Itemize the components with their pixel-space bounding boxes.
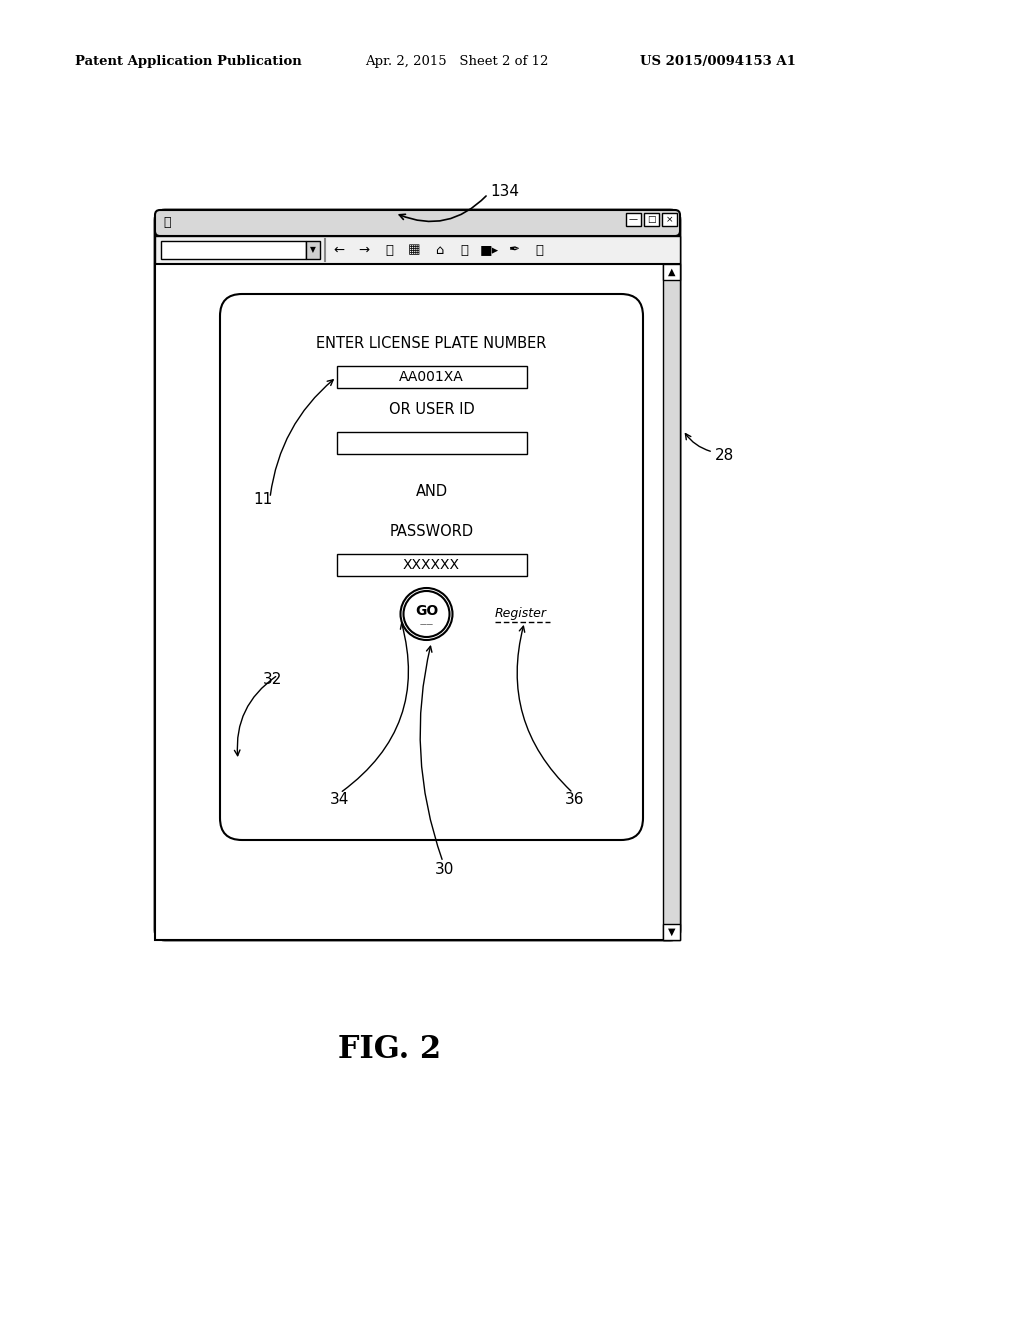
Text: ×: × — [666, 215, 673, 224]
Text: ←: ← — [334, 243, 344, 256]
Circle shape — [400, 587, 453, 640]
FancyBboxPatch shape — [220, 294, 643, 840]
Text: Apr. 2, 2015   Sheet 2 of 12: Apr. 2, 2015 Sheet 2 of 12 — [365, 55, 549, 69]
Bar — [155, 264, 680, 940]
Text: OR USER ID: OR USER ID — [389, 403, 474, 417]
Text: Register: Register — [495, 607, 547, 620]
Text: Ⓠ: Ⓠ — [460, 243, 468, 256]
Text: □: □ — [647, 215, 655, 224]
FancyBboxPatch shape — [155, 210, 680, 236]
Bar — [663, 924, 680, 940]
Bar — [337, 432, 526, 454]
Text: 134: 134 — [490, 185, 519, 199]
Bar — [161, 242, 306, 259]
Text: AA001XA: AA001XA — [399, 370, 464, 384]
Text: ■▸: ■▸ — [479, 243, 499, 256]
Text: ⌖: ⌖ — [163, 216, 171, 230]
Text: ENTER LICENSE PLATE NUMBER: ENTER LICENSE PLATE NUMBER — [316, 337, 547, 351]
Text: 11: 11 — [253, 492, 272, 507]
Text: 28: 28 — [715, 447, 734, 462]
Text: GO: GO — [415, 605, 438, 618]
Bar — [644, 213, 659, 226]
Text: 32: 32 — [263, 672, 283, 688]
Text: FIG. 2: FIG. 2 — [339, 1035, 441, 1065]
Bar — [155, 236, 680, 264]
Text: ▲: ▲ — [668, 267, 675, 277]
Bar — [663, 264, 680, 280]
Text: Patent Application Publication: Patent Application Publication — [75, 55, 302, 69]
Text: Ⓡ: Ⓡ — [385, 243, 393, 256]
Bar — [626, 213, 641, 226]
Text: 36: 36 — [565, 792, 585, 808]
Bar — [337, 366, 526, 388]
Text: XXXXXX: XXXXXX — [403, 558, 460, 572]
Text: —: — — [629, 215, 638, 224]
Text: ✒: ✒ — [509, 243, 519, 256]
Text: Ⓐ: Ⓐ — [535, 243, 543, 256]
Circle shape — [403, 591, 450, 638]
Text: ▼: ▼ — [668, 927, 675, 937]
Bar — [337, 554, 526, 576]
Text: 30: 30 — [435, 862, 455, 878]
Text: ⌂: ⌂ — [435, 243, 443, 256]
Bar — [306, 242, 319, 259]
Text: ——: —— — [420, 620, 433, 627]
Text: 34: 34 — [330, 792, 349, 808]
Text: US 2015/0094153 A1: US 2015/0094153 A1 — [640, 55, 796, 69]
Text: ▦: ▦ — [408, 243, 420, 256]
Text: PASSWORD: PASSWORD — [389, 524, 473, 540]
FancyBboxPatch shape — [155, 210, 680, 940]
Bar — [663, 264, 680, 940]
Text: AND: AND — [416, 484, 447, 499]
Text: ▼: ▼ — [310, 246, 316, 255]
Bar — [662, 213, 677, 226]
Text: →: → — [358, 243, 370, 256]
